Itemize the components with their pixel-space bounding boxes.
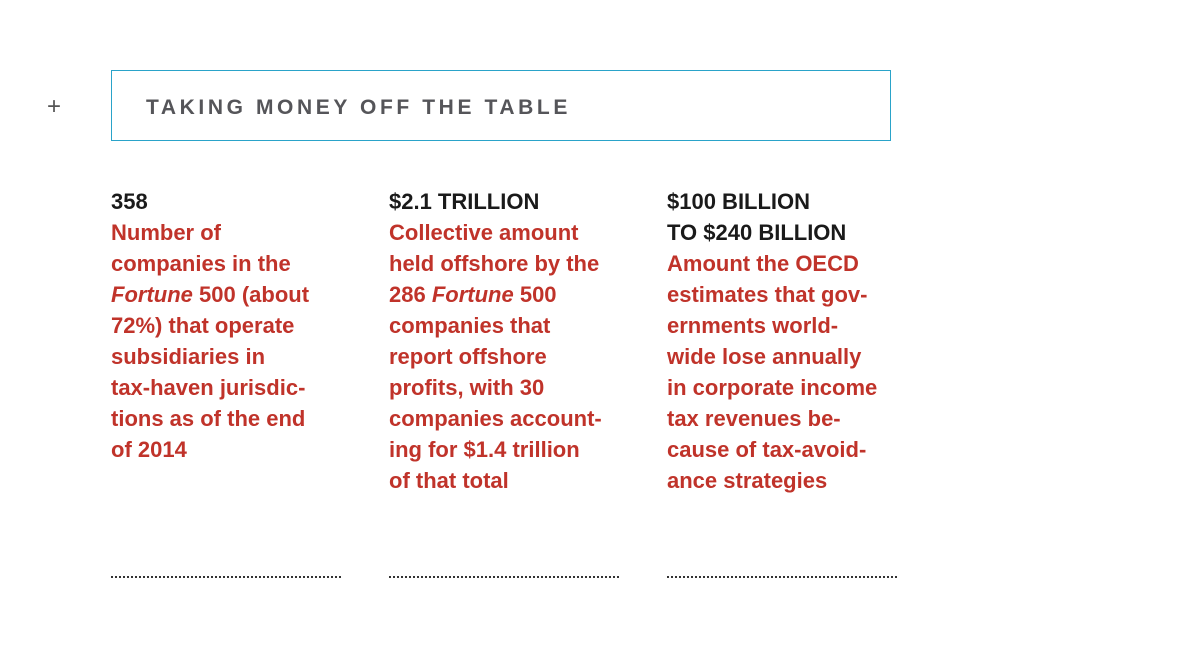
- stat-desc-part: Number of companies in the: [111, 220, 291, 276]
- stat-column-3: $100 BILLION TO $240 BILLION Amount the …: [667, 186, 902, 496]
- stat-desc-part: Amount the OECD estimates that gov- ernm…: [667, 251, 878, 493]
- stat-desc-part: 500 companies that report offshore profi…: [389, 282, 602, 493]
- stat-description: Collective amount held offshore by the 2…: [389, 217, 624, 496]
- dotted-divider-2: [389, 576, 619, 578]
- stat-value: $2.1 TRILLION: [389, 189, 540, 214]
- stat-column-1: 358 Number of companies in the Fortune 5…: [111, 186, 346, 465]
- stat-desc-italic: Fortune: [111, 282, 193, 307]
- stat-desc-part: 500 (about 72%) that operate subsidiarie…: [111, 282, 310, 462]
- stat-description: Amount the OECD estimates that gov- ernm…: [667, 248, 902, 496]
- stat-desc-italic: Fortune: [431, 282, 514, 307]
- title-box: TAKING MONEY OFF THE TABLE: [111, 70, 891, 141]
- stat-description: Number of companies in the Fortune 500 (…: [111, 217, 346, 465]
- section-title: TAKING MONEY OFF THE TABLE: [146, 96, 571, 119]
- stat-value: 358: [111, 189, 148, 214]
- dotted-divider-3: [667, 576, 897, 578]
- dotted-divider-1: [111, 576, 341, 578]
- stat-desc-part: Collective amount held offshore by the 2…: [389, 220, 600, 307]
- stat-value: $100 BILLION TO $240 BILLION: [667, 189, 847, 245]
- plus-icon: +: [47, 93, 62, 120]
- stat-column-2: $2.1 TRILLION Collective amount held off…: [389, 186, 624, 496]
